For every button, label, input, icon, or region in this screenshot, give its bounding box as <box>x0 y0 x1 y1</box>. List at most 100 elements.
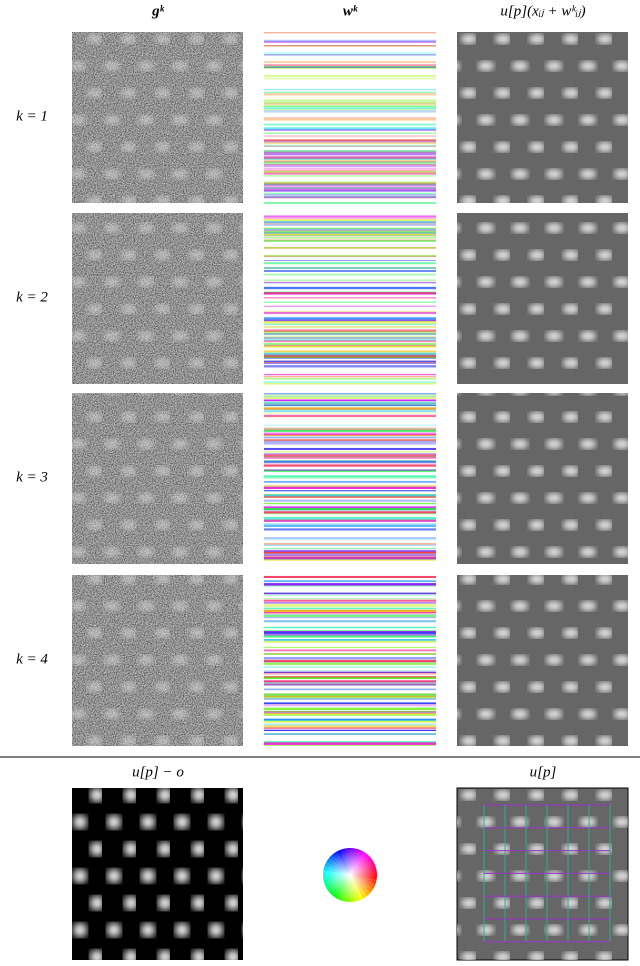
stripe <box>264 319 436 322</box>
stripe <box>264 486 436 490</box>
stripe <box>264 217 436 220</box>
stripe <box>264 494 436 497</box>
stripe <box>264 65 436 69</box>
stripe <box>264 666 436 668</box>
stripe <box>264 336 436 339</box>
stripe <box>264 617 436 619</box>
stripe <box>264 45 436 47</box>
stripe <box>264 352 436 355</box>
row-label: k = 3 <box>16 469 48 485</box>
stripe <box>264 662 436 665</box>
wheel-center <box>323 848 377 902</box>
stripe <box>264 182 436 185</box>
stripe <box>264 162 436 164</box>
stripe <box>264 427 436 430</box>
stripe <box>264 183 436 186</box>
stripe <box>264 603 436 607</box>
stripe <box>264 323 436 326</box>
stripe <box>264 340 436 343</box>
stripe <box>264 522 436 525</box>
stripe <box>264 171 436 174</box>
stripe <box>264 117 436 120</box>
stripe <box>264 246 436 249</box>
stripe <box>264 164 436 168</box>
stripe <box>264 140 436 143</box>
stripe <box>264 158 436 161</box>
stripe <box>264 453 436 455</box>
stripe <box>264 123 436 126</box>
stripe <box>264 151 436 154</box>
stripe <box>264 432 436 435</box>
stripe <box>264 635 436 638</box>
stripe <box>264 102 436 106</box>
stripe <box>264 538 436 541</box>
stripe <box>264 688 436 691</box>
stripe <box>264 670 436 672</box>
stripe <box>264 221 436 224</box>
stripe <box>264 182 436 185</box>
stripe <box>264 326 436 329</box>
stripe <box>264 220 436 222</box>
stripe <box>264 254 436 257</box>
stripe <box>264 713 436 716</box>
stripe <box>264 399 436 401</box>
stripe <box>264 393 436 395</box>
stripe <box>264 129 436 131</box>
stripe <box>264 659 436 662</box>
stripe <box>264 672 436 675</box>
stripe <box>264 557 436 559</box>
stripe <box>264 297 436 299</box>
stripe <box>264 440 436 443</box>
stripe <box>264 270 436 272</box>
stripe <box>264 456 436 459</box>
stripe <box>264 671 436 674</box>
stripe <box>264 461 436 464</box>
stripe <box>264 396 436 399</box>
stripe <box>264 267 436 269</box>
stripe <box>264 409 436 413</box>
stripe <box>264 246 436 249</box>
stripe <box>264 683 436 686</box>
stripe <box>264 599 436 602</box>
stripe <box>264 361 436 365</box>
stripe <box>264 599 436 602</box>
stripe <box>264 343 436 346</box>
stripe <box>264 373 436 376</box>
stripe <box>264 707 436 711</box>
stripe <box>264 475 436 478</box>
stripe <box>264 524 436 527</box>
stripe <box>264 714 436 716</box>
stripe <box>264 218 436 221</box>
stripe <box>264 233 436 236</box>
stripe <box>264 127 436 129</box>
stripe <box>264 495 436 498</box>
stripe <box>264 429 436 431</box>
stripe <box>264 281 436 283</box>
stripe <box>264 193 436 196</box>
stripe <box>264 447 436 451</box>
stripe <box>264 519 436 522</box>
stripe <box>264 693 436 696</box>
stripe <box>264 88 436 91</box>
stripe <box>264 626 436 629</box>
stripe <box>264 144 436 147</box>
stripe <box>264 744 436 746</box>
stripe <box>264 318 436 322</box>
image-result-blobs <box>457 788 628 960</box>
stripe <box>264 273 436 276</box>
stripe <box>264 718 436 720</box>
stripe <box>264 602 436 604</box>
stripe <box>264 729 436 732</box>
stripe <box>264 646 436 649</box>
stripe <box>264 301 436 303</box>
stripe <box>264 163 436 166</box>
stripe <box>264 54 436 56</box>
stripe <box>264 597 436 600</box>
stripe <box>264 181 436 184</box>
stripe <box>264 332 436 336</box>
stripe <box>264 260 436 262</box>
stripe <box>264 183 436 186</box>
stripe <box>264 528 436 531</box>
stripe <box>264 105 436 108</box>
stripe <box>264 67 436 69</box>
